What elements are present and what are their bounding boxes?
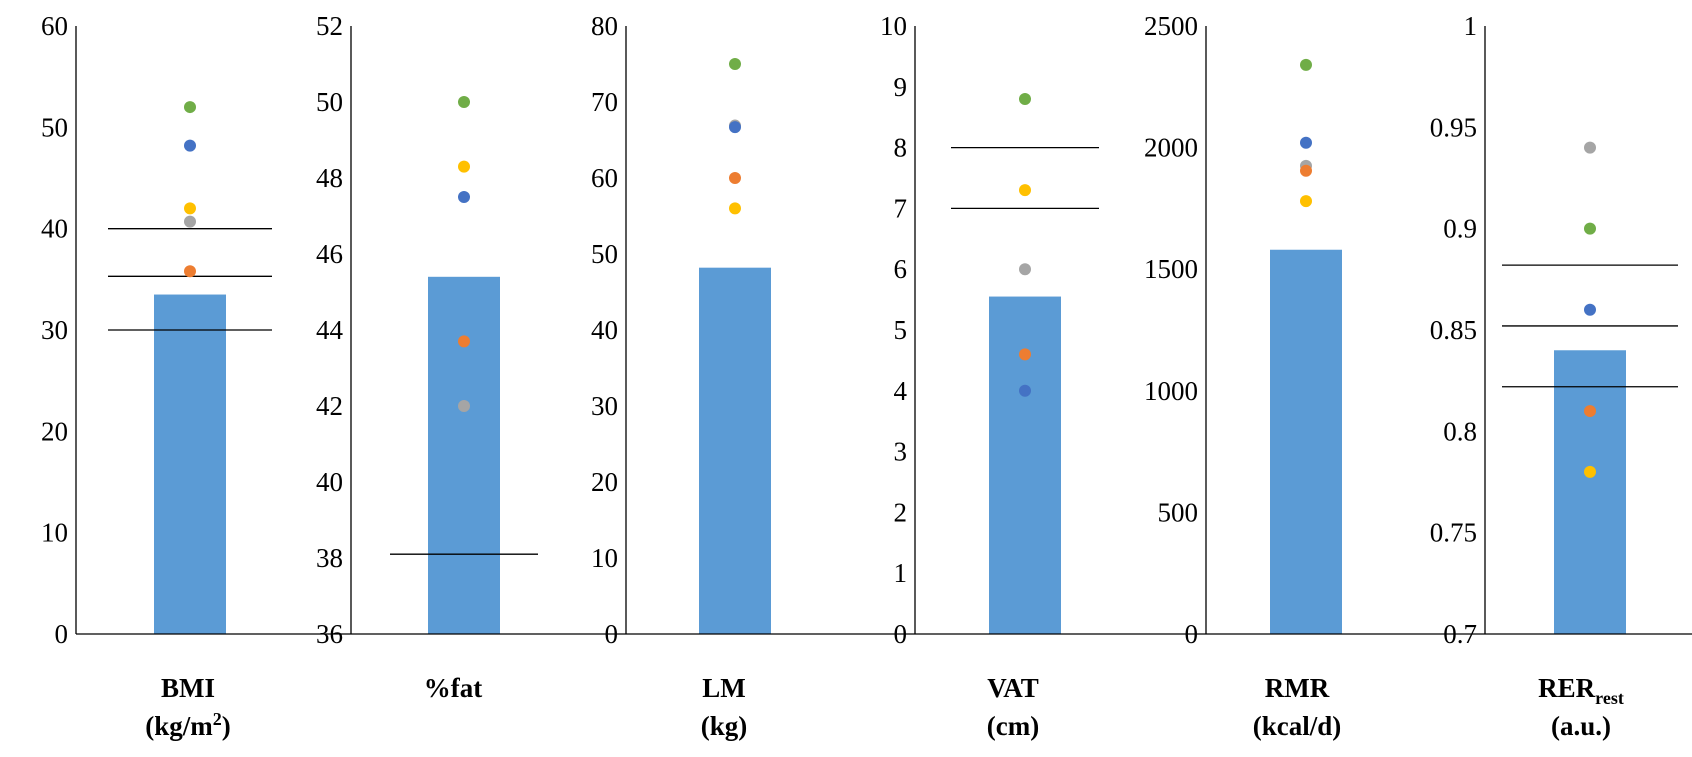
data-point-rerrest	[1584, 465, 1596, 478]
y-tick-label-fat: 52	[316, 11, 343, 41]
y-tick-label-lm: 50	[591, 239, 618, 269]
y-tick-label-bmi: 30	[41, 315, 68, 345]
y-tick-label-bmi: 0	[55, 619, 69, 649]
y-tick-label-lm: 30	[591, 391, 618, 421]
category-label-lm: (kg)	[701, 711, 748, 741]
data-point-vat	[1019, 348, 1031, 361]
y-tick-label-fat: 50	[316, 87, 343, 117]
data-point-rmr	[1300, 195, 1312, 208]
y-tick-label-rmr: 1500	[1144, 254, 1198, 284]
data-point-bmi	[184, 215, 196, 228]
data-point-fat	[458, 160, 470, 173]
category-label-bmi: (kg/m2)	[145, 709, 231, 741]
data-point-vat	[1019, 92, 1031, 105]
data-point-rerrest	[1584, 303, 1596, 316]
data-point-vat	[1019, 263, 1031, 276]
y-tick-label-lm: 40	[591, 315, 618, 345]
y-tick-label-vat: 7	[894, 193, 908, 223]
y-tick-label-bmi: 40	[41, 214, 68, 244]
category-label-rerrest: (a.u.)	[1551, 711, 1611, 741]
data-point-lm	[729, 202, 741, 215]
data-point-lm	[729, 172, 741, 184]
y-tick-label-lm: 80	[591, 11, 618, 41]
y-tick-label-vat: 6	[894, 254, 908, 284]
data-point-fat	[458, 400, 470, 412]
data-point-lm	[729, 121, 741, 134]
y-tick-label-fat: 44	[316, 315, 344, 345]
y-tick-label-vat: 2	[894, 497, 908, 527]
y-tick-label-rerrest: 0.9	[1443, 214, 1477, 244]
y-tick-label-vat: 1	[894, 558, 908, 588]
category-label-lm: LM	[702, 673, 746, 703]
data-point-fat	[458, 335, 470, 348]
y-tick-label-fat: 38	[316, 543, 343, 573]
category-label-vat: VAT	[987, 673, 1039, 703]
data-point-rmr	[1300, 136, 1312, 149]
data-point-rmr	[1300, 164, 1312, 177]
y-tick-label-bmi: 60	[41, 11, 68, 41]
y-tick-label-vat: 3	[894, 437, 908, 467]
data-point-fat	[458, 96, 470, 108]
data-point-rmr	[1300, 58, 1312, 71]
y-tick-label-rerrest: 0.85	[1430, 315, 1477, 345]
y-tick-label-rmr: 2500	[1144, 11, 1198, 41]
category-label-fat: %fat	[424, 673, 482, 703]
y-tick-label-rerrest: 0.95	[1430, 112, 1477, 142]
category-label-vat: (cm)	[987, 711, 1039, 741]
y-tick-label-fat: 46	[316, 239, 343, 269]
data-point-rerrest	[1584, 405, 1596, 418]
y-tick-label-bmi: 20	[41, 416, 68, 446]
data-point-bmi	[184, 101, 196, 114]
data-point-lm	[729, 58, 741, 70]
bar-bmi	[154, 294, 226, 634]
y-tick-label-vat: 4	[894, 376, 908, 406]
y-tick-label-lm: 60	[591, 163, 618, 193]
data-point-rerrest	[1584, 222, 1596, 235]
data-point-bmi	[184, 265, 196, 278]
y-tick-label-vat: 8	[894, 133, 908, 163]
y-tick-label-vat: 5	[894, 315, 908, 345]
bar-lm	[699, 267, 771, 634]
bar-vat	[989, 296, 1061, 634]
y-tick-label-rmr: 500	[1158, 497, 1199, 527]
data-point-bmi	[184, 139, 196, 152]
y-tick-label-rerrest: 0.8	[1443, 416, 1477, 446]
data-point-bmi	[184, 202, 196, 215]
category-label-rerrest: RERrest	[1538, 673, 1624, 708]
y-tick-label-fat: 40	[316, 467, 343, 497]
bar-rmr	[1270, 249, 1342, 634]
bar-rerrest	[1554, 350, 1626, 634]
data-point-rerrest	[1584, 141, 1596, 154]
y-tick-label-lm: 10	[591, 543, 618, 573]
y-tick-label-bmi: 50	[41, 112, 68, 142]
y-tick-label-rerrest: 0.75	[1430, 518, 1477, 548]
data-point-vat	[1019, 384, 1031, 397]
category-label-bmi: BMI	[161, 673, 215, 703]
y-tick-label-fat: 42	[316, 391, 343, 421]
data-point-vat	[1019, 184, 1031, 197]
y-tick-label-lm: 20	[591, 467, 618, 497]
y-tick-label-fat: 48	[316, 163, 343, 193]
y-tick-label-vat: 9	[894, 72, 908, 102]
y-tick-label-rmr: 2000	[1144, 133, 1198, 163]
y-tick-label-bmi: 10	[41, 518, 68, 548]
category-label-rmr: (kcal/d)	[1253, 711, 1342, 741]
bar-fat	[428, 276, 500, 634]
y-tick-label-vat: 10	[880, 11, 907, 41]
category-label-rmr: RMR	[1265, 673, 1330, 703]
y-tick-label-rerrest: 1	[1464, 11, 1478, 41]
y-tick-label-lm: 70	[591, 87, 618, 117]
data-point-fat	[458, 191, 470, 203]
y-tick-label-rmr: 1000	[1144, 376, 1198, 406]
